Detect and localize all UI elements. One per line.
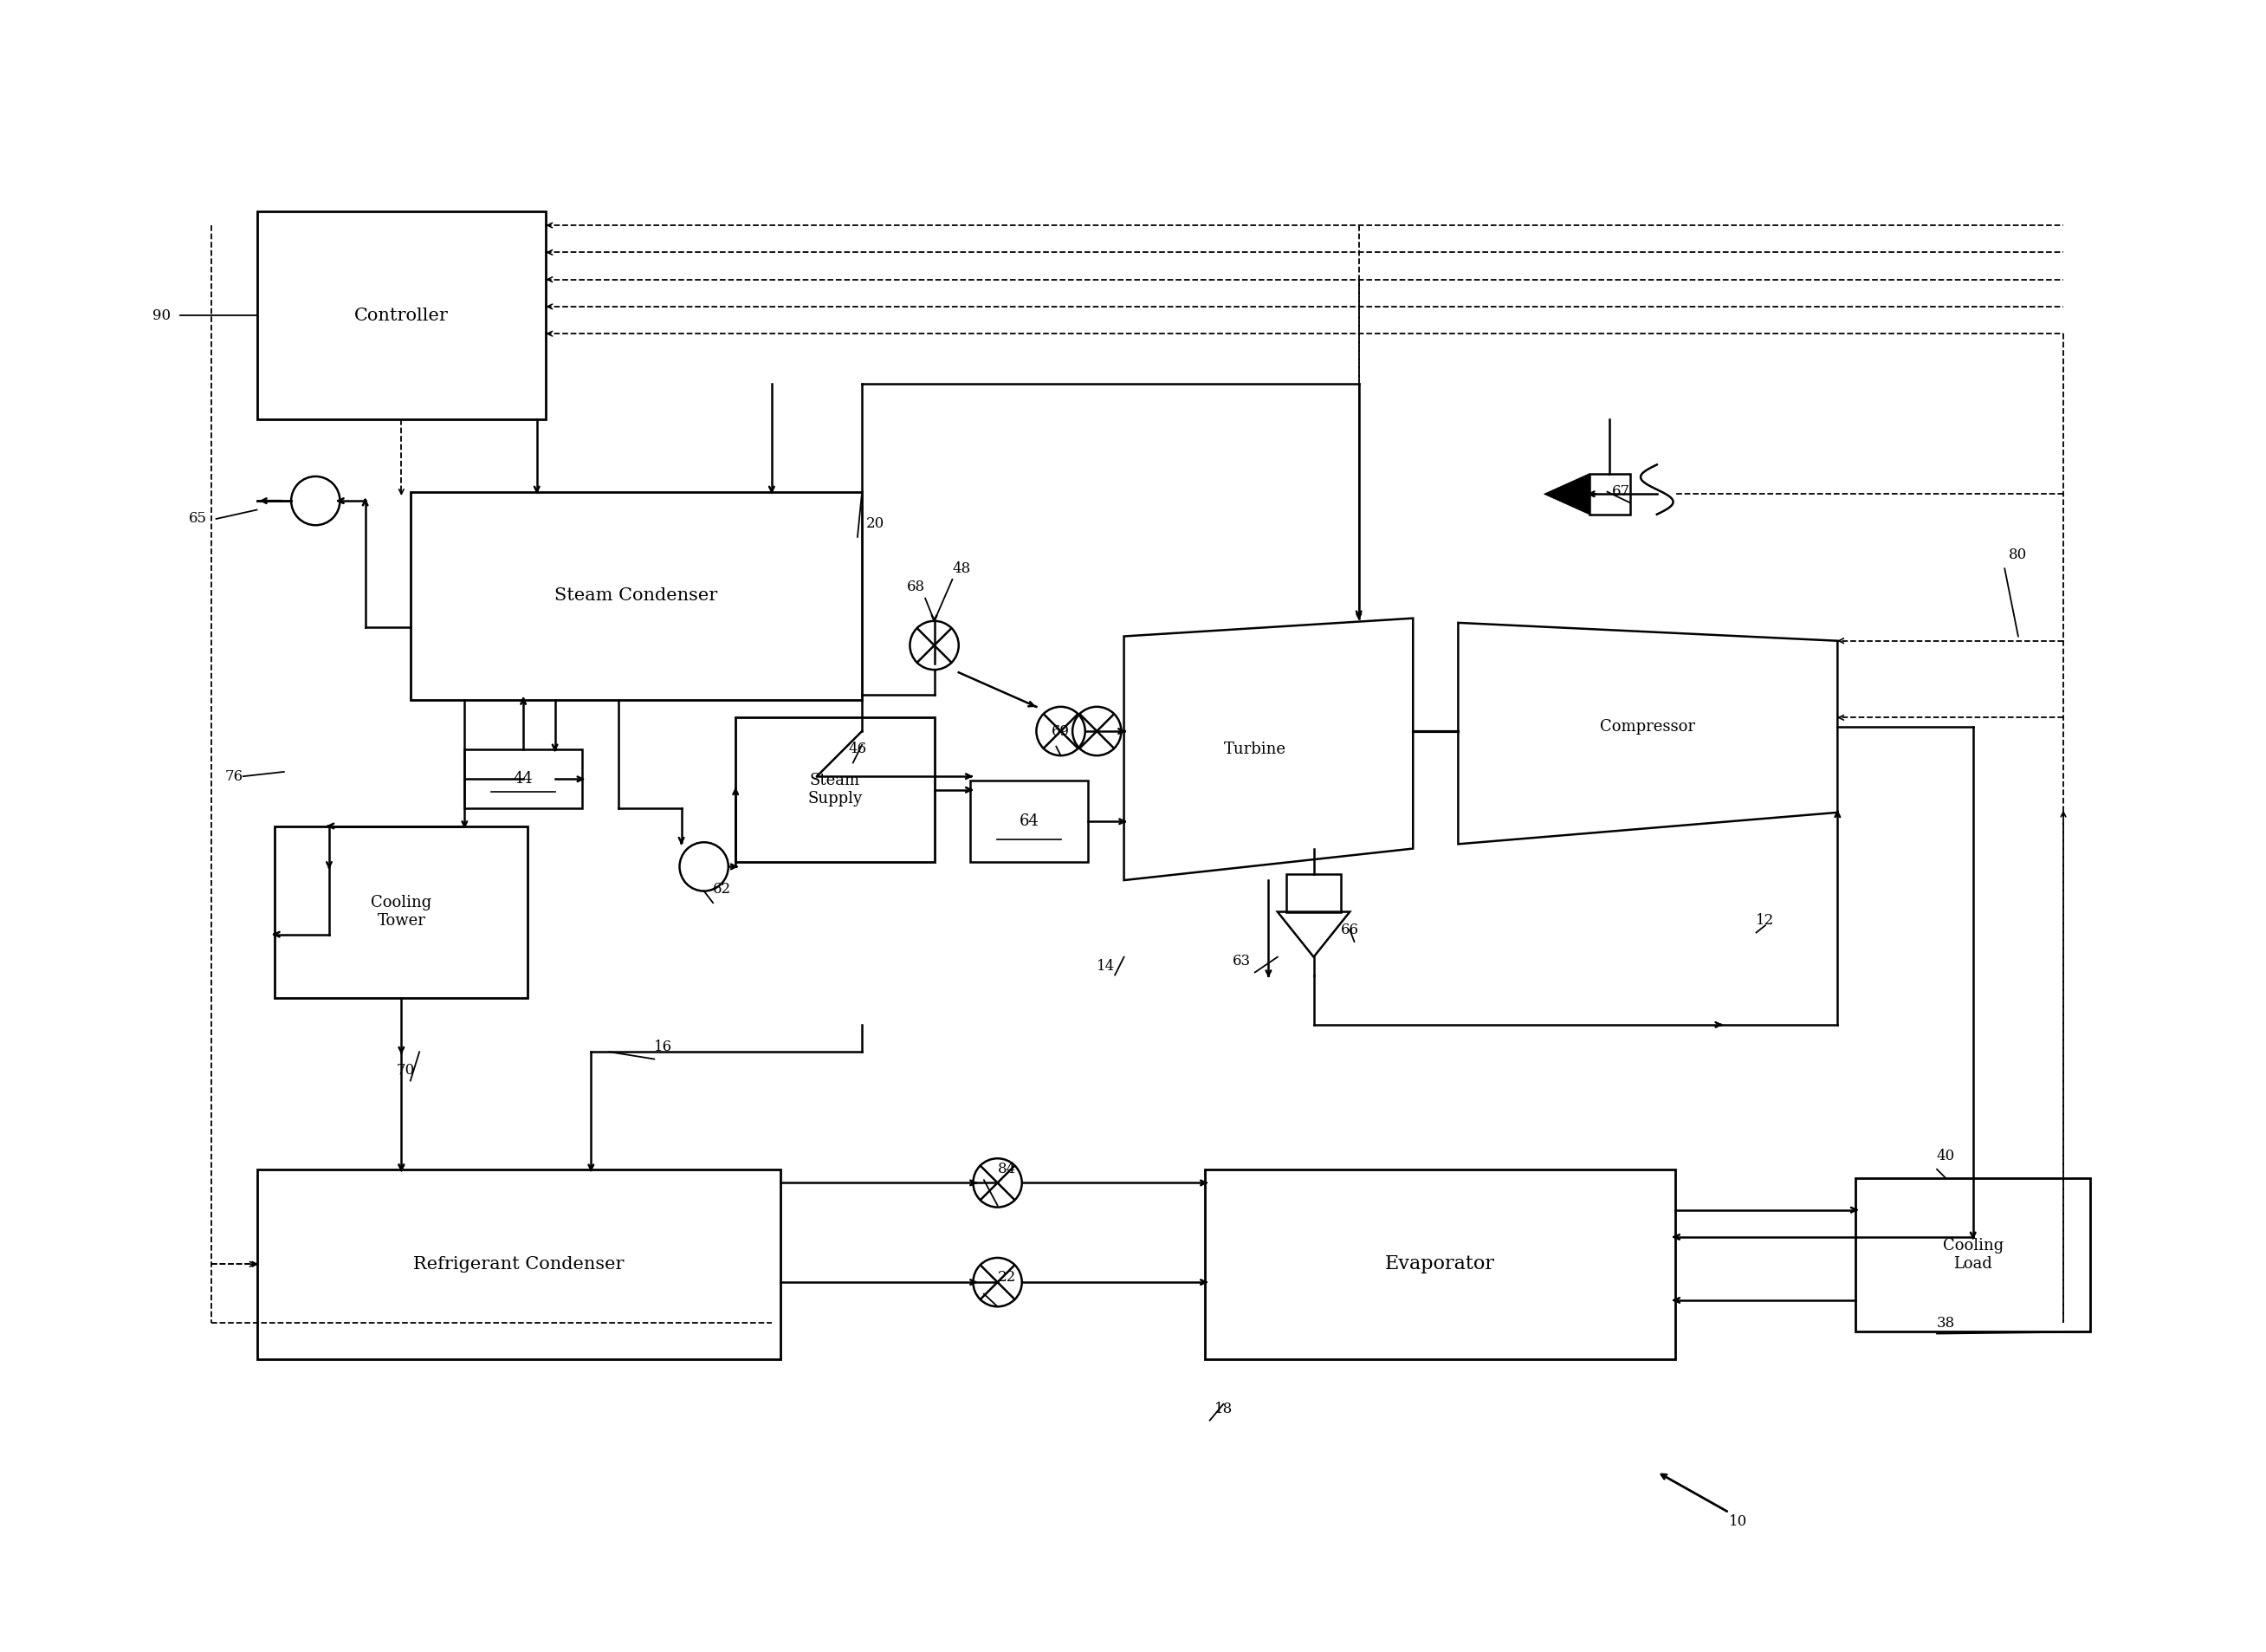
Text: Cooling
Tower: Cooling Tower bbox=[372, 895, 433, 928]
Text: 76: 76 bbox=[224, 768, 242, 783]
Bar bbox=[1287, 874, 1341, 912]
Text: 80: 80 bbox=[2010, 547, 2028, 562]
Bar bbox=[1206, 1170, 1675, 1360]
Text: 14: 14 bbox=[1097, 958, 1115, 973]
Polygon shape bbox=[1543, 474, 1588, 514]
Bar bbox=[410, 492, 861, 699]
Text: 44: 44 bbox=[514, 771, 533, 786]
Text: Cooling
Load: Cooling Load bbox=[1942, 1239, 2003, 1272]
Bar bbox=[736, 717, 934, 862]
Text: Controller: Controller bbox=[353, 307, 449, 324]
Text: Evaporator: Evaporator bbox=[1385, 1254, 1496, 1274]
Text: 70: 70 bbox=[397, 1062, 415, 1077]
Text: 12: 12 bbox=[1756, 914, 1774, 928]
Text: 10: 10 bbox=[1729, 1515, 1747, 1530]
Text: Steam
Supply: Steam Supply bbox=[807, 773, 863, 806]
Text: Steam Condenser: Steam Condenser bbox=[555, 588, 718, 605]
Text: 63: 63 bbox=[1233, 955, 1251, 968]
Text: 66: 66 bbox=[1341, 922, 1360, 937]
Text: Refrigerant Condenser: Refrigerant Condenser bbox=[412, 1256, 623, 1272]
Text: 18: 18 bbox=[1215, 1401, 1233, 1416]
Bar bbox=[970, 781, 1088, 862]
Text: 16: 16 bbox=[655, 1041, 673, 1054]
Text: 22: 22 bbox=[997, 1270, 1015, 1285]
Bar bbox=[1588, 474, 1629, 514]
Text: Compressor: Compressor bbox=[1600, 719, 1695, 735]
Text: 69: 69 bbox=[1051, 724, 1070, 738]
Text: 65: 65 bbox=[188, 512, 206, 527]
Text: 48: 48 bbox=[952, 562, 970, 577]
Text: 64: 64 bbox=[1020, 814, 1040, 829]
Text: 38: 38 bbox=[1937, 1315, 1956, 1330]
Text: Turbine: Turbine bbox=[1224, 742, 1287, 757]
Bar bbox=[1856, 1178, 2092, 1332]
Bar bbox=[465, 750, 582, 808]
Bar bbox=[256, 1170, 782, 1360]
Text: 20: 20 bbox=[866, 515, 884, 530]
Text: 84: 84 bbox=[997, 1161, 1015, 1176]
Bar bbox=[274, 826, 528, 998]
Text: 90: 90 bbox=[152, 309, 172, 324]
Bar bbox=[256, 211, 546, 420]
Text: 67: 67 bbox=[1611, 484, 1629, 499]
Text: 68: 68 bbox=[906, 580, 925, 595]
Text: 46: 46 bbox=[847, 742, 866, 757]
Text: 40: 40 bbox=[1937, 1148, 1956, 1163]
Text: 62: 62 bbox=[714, 882, 732, 897]
